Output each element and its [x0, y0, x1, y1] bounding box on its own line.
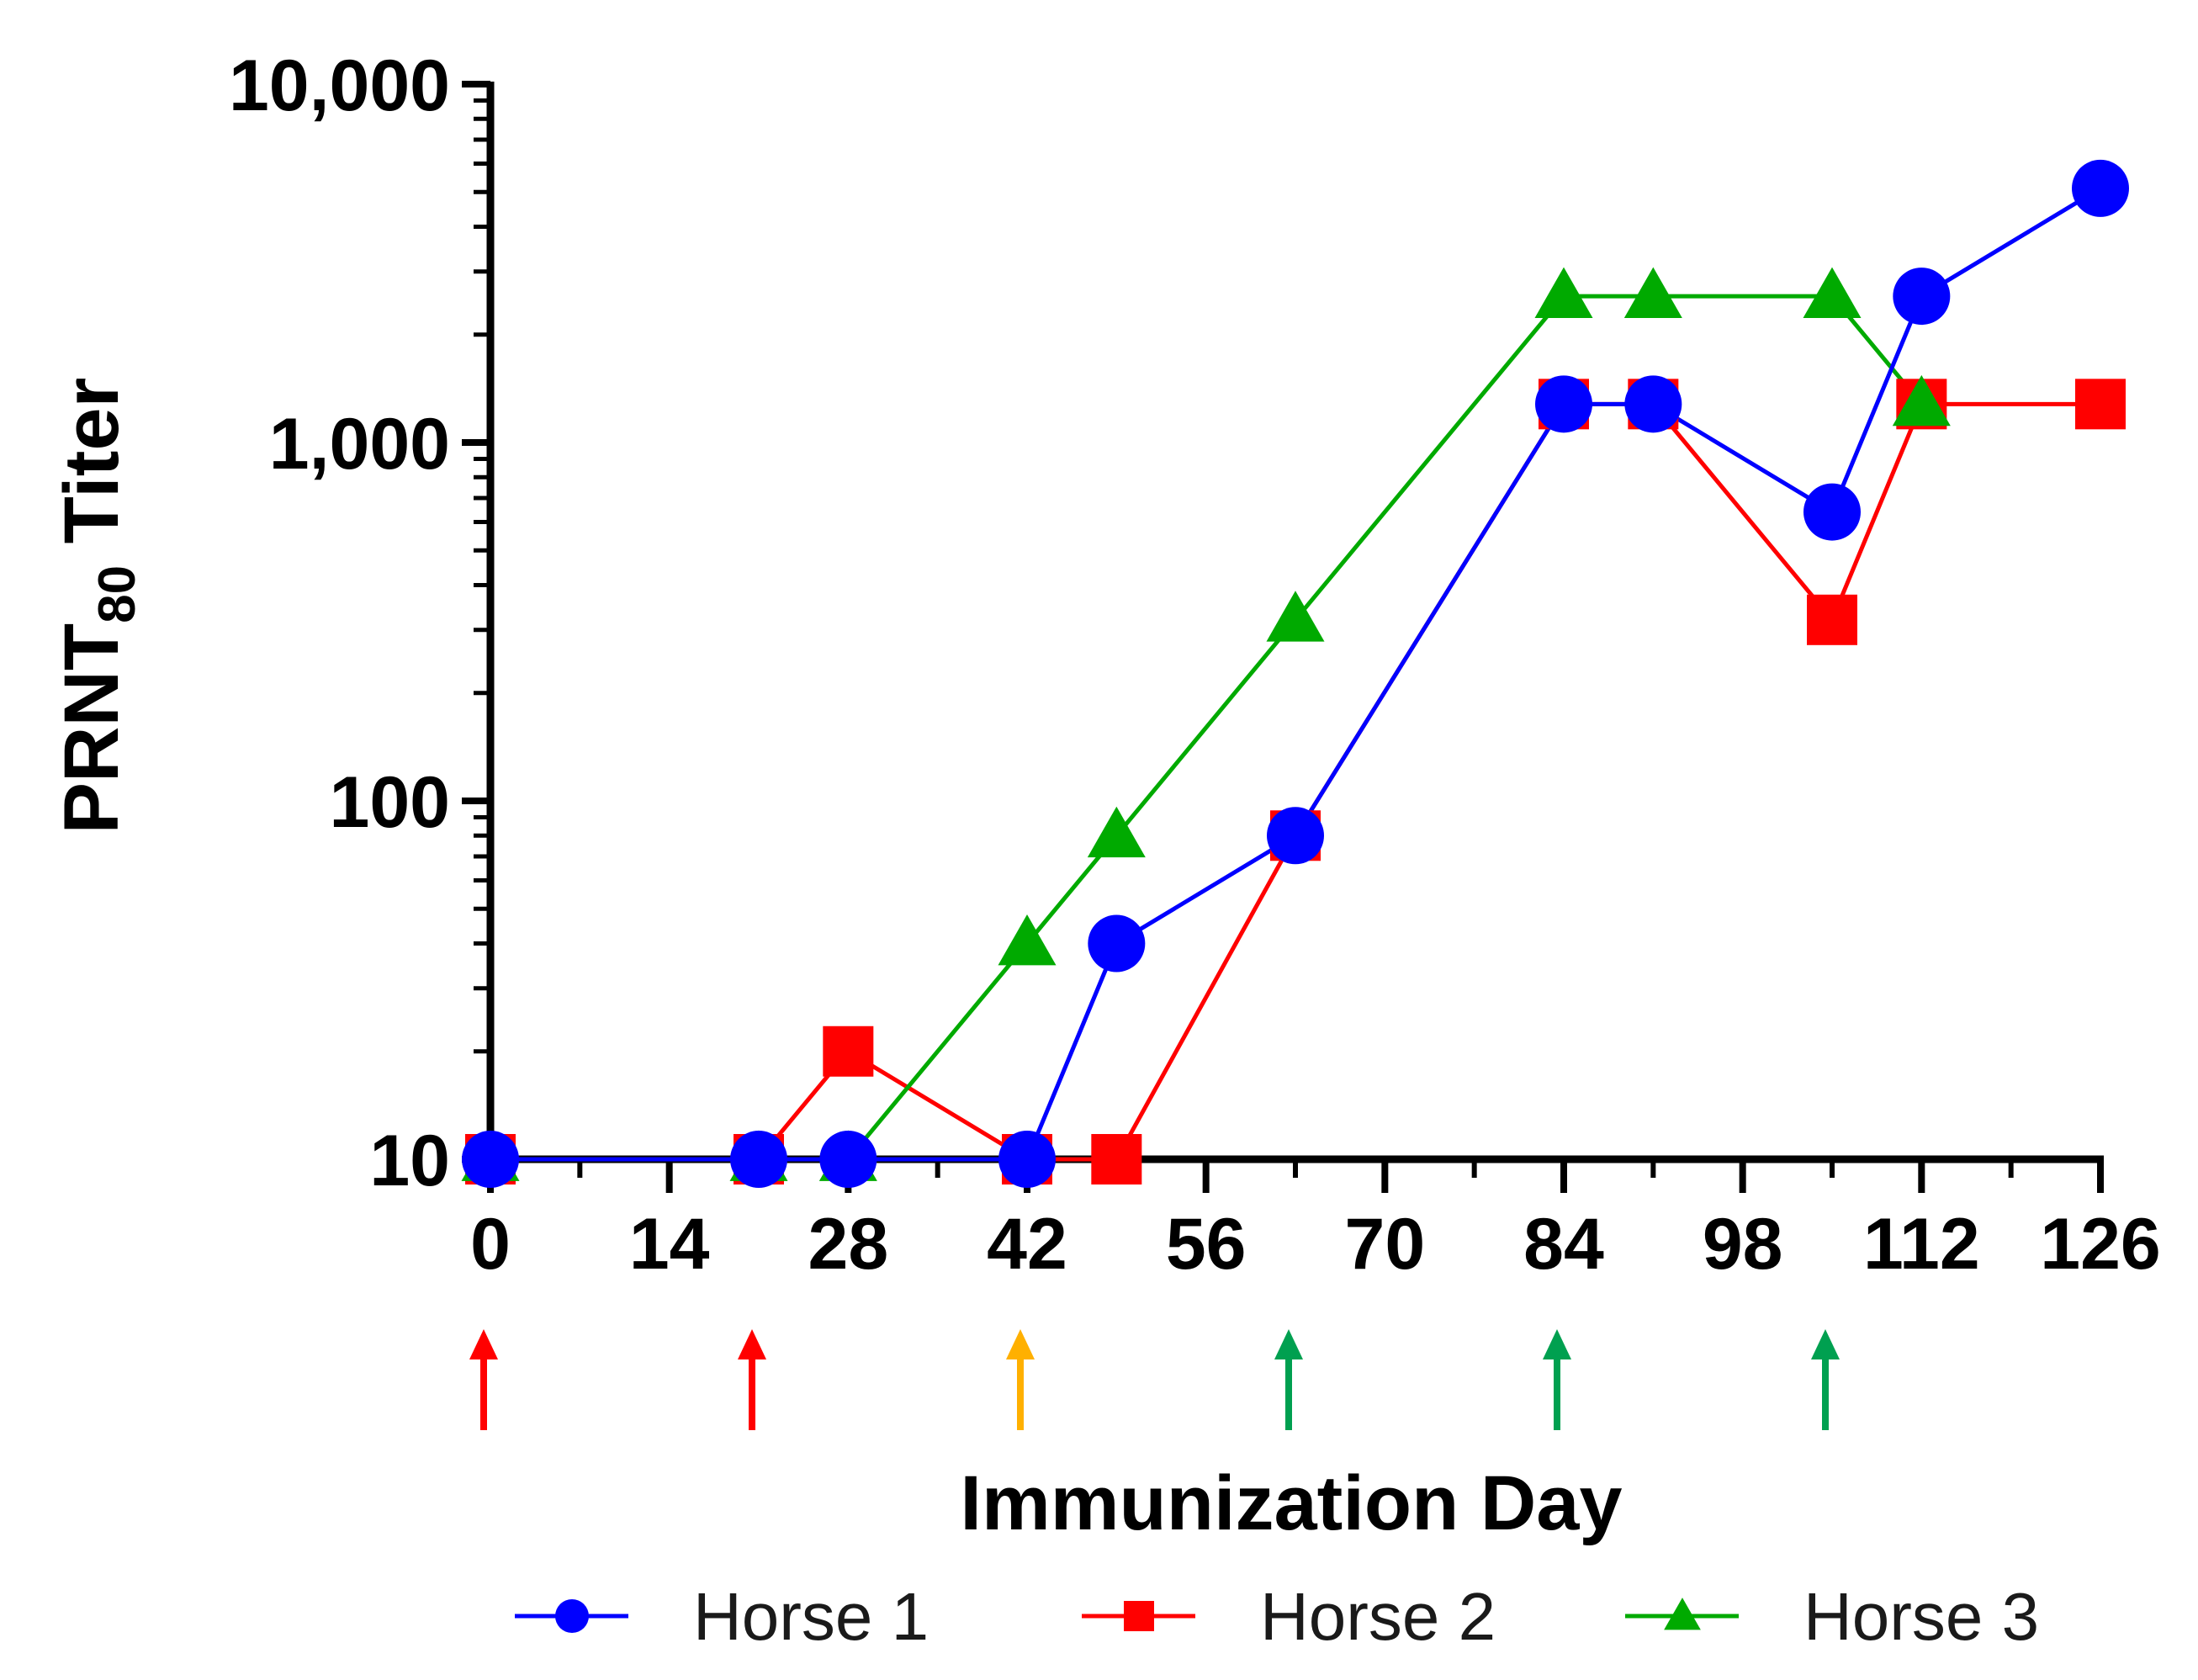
immunization-arrow-head: [738, 1329, 766, 1359]
data-point-horse-1: [819, 1131, 877, 1188]
data-point-horse-1: [1267, 807, 1324, 865]
immunization-arrow-head: [1274, 1329, 1303, 1359]
legend-marker-horse-2: [1124, 1601, 1154, 1631]
data-point-horse-3: [998, 914, 1057, 966]
x-tick-label: 14: [629, 1204, 710, 1285]
legend-label-horse-1: Horse 1: [693, 1579, 929, 1654]
y-tick-label: 100: [330, 762, 451, 843]
series-lines: [490, 186, 2102, 1162]
immunization-arrows: [469, 1329, 1840, 1430]
immunization-arrow-head: [469, 1329, 498, 1359]
data-point-horse-2: [1091, 1134, 1142, 1184]
data-point-horse-1: [2072, 159, 2129, 217]
y-axis-title-main: PRNT: [49, 623, 135, 834]
y-axis: 10 100 1,000 10,000: [229, 45, 495, 1201]
data-point-horse-1: [462, 1131, 519, 1188]
x-tick-label: 70: [1344, 1204, 1425, 1285]
y-tick-label: 10,000: [229, 45, 450, 126]
x-tick-label: 98: [1703, 1204, 1783, 1285]
data-point-horse-3: [1623, 267, 1682, 318]
data-point-horse-3: [1087, 806, 1146, 858]
x-axis-title: Immunization Day: [960, 1460, 1622, 1546]
x-tick-label: 28: [808, 1204, 888, 1285]
data-point-horse-3: [1892, 374, 1951, 427]
data-point-horse-3: [1534, 267, 1593, 318]
data-point-horse-1: [1893, 268, 1951, 326]
legend-marker-horse-1: [555, 1599, 589, 1633]
y-tick-label: 10: [369, 1121, 450, 1201]
legend: Horse 1 Horse 2 Horse 3: [515, 1579, 2039, 1654]
data-point-horse-1: [998, 1131, 1056, 1188]
data-point-horse-1: [1535, 375, 1592, 433]
data-point-horse-1: [1624, 375, 1682, 433]
data-point-horse-2: [823, 1025, 874, 1077]
y-axis-title-subscript: 80: [88, 565, 146, 623]
data-point-horse-1: [1803, 483, 1861, 541]
x-tick-label: 126: [2040, 1204, 2161, 1285]
legend-label-horse-2: Horse 2: [1260, 1579, 1496, 1654]
x-tick-label: 42: [987, 1204, 1067, 1285]
series-line-1: [490, 186, 2102, 1162]
data-point-horse-3: [1803, 267, 1862, 318]
x-tick-label: 0: [470, 1204, 511, 1285]
immunization-arrow-head: [1543, 1329, 1571, 1359]
data-point-horse-1: [730, 1131, 787, 1188]
y-tick-label: 1,000: [269, 404, 450, 485]
legend-label-horse-3: Horse 3: [1803, 1579, 2039, 1654]
y-axis-title-suffix: Titer: [49, 378, 135, 565]
legend-marker-horse-3: [1664, 1598, 1701, 1630]
data-point-horse-2: [1807, 594, 1857, 645]
immunization-arrow-head: [1006, 1329, 1035, 1359]
y-axis-title: PRNT80 Titer: [49, 378, 146, 835]
series-line-3: [490, 294, 1924, 1162]
data-point-horse-2: [2075, 379, 2126, 430]
x-tick-label: 56: [1166, 1204, 1247, 1285]
immunization-arrow-head: [1811, 1329, 1840, 1359]
data-point-horse-1: [1088, 914, 1146, 972]
x-axis: 0 14 28 42 56 70 84 98 112 126: [470, 1155, 2161, 1285]
series-markers: [461, 159, 2129, 1188]
data-point-horse-3: [1266, 591, 1325, 642]
x-tick-label: 112: [1863, 1204, 1980, 1285]
x-tick-label: 84: [1523, 1204, 1604, 1285]
